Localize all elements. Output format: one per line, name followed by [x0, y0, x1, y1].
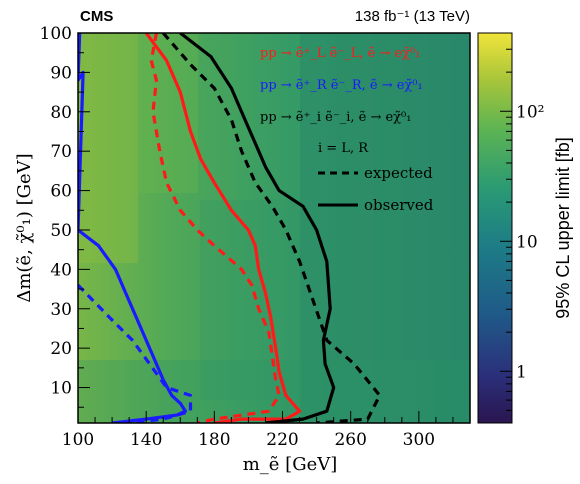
x-tick-label: 220	[266, 430, 298, 450]
x-tick-label: 140	[130, 430, 162, 450]
legend-process-right: pp → ẽ⁺_R ẽ⁻_R, ẽ → eχ̃⁰₁	[260, 78, 423, 93]
contour-l-r-observed	[179, 33, 336, 423]
color-bar	[477, 32, 513, 424]
contour-l-observed	[144, 33, 302, 423]
lumi-label: 138 fb⁻¹ (13 TeV)	[355, 8, 470, 25]
y-tick-label: 50	[50, 221, 72, 241]
legend-process-left: pp → ẽ⁺_L ẽ⁻_L, ẽ → eχ̃⁰₁	[260, 46, 420, 61]
heatmap-background	[78, 33, 470, 423]
y-tick-label: 90	[50, 63, 72, 83]
z-tick-label: 10²	[516, 102, 544, 122]
y-tick-label: 10	[50, 379, 72, 399]
legend-expected-label: expected	[364, 164, 433, 182]
z-axis-title: 95% CL upper limit [fb]	[553, 137, 573, 318]
y-tick-label: 70	[50, 142, 72, 162]
experiment-label: CMS	[80, 8, 113, 25]
z-tick-label: 1	[516, 362, 527, 382]
legend-process-both: pp → ẽ⁺_i ẽ⁻_i, ẽ → eχ̃⁰₁	[260, 110, 411, 125]
legend-observed-label: observed	[364, 196, 434, 214]
x-tick-label: 300	[403, 430, 435, 450]
contour-l-r-expected	[161, 33, 382, 423]
x-tick-label: 260	[334, 430, 366, 450]
y-tick-label: 60	[50, 182, 72, 202]
y-tick-label: 80	[50, 103, 72, 123]
z-tick-label: 10	[516, 232, 538, 252]
heatmap-texture	[78, 33, 470, 423]
x-tick-label: 180	[198, 430, 230, 450]
y-axis-title: Δm(ẽ, χ̃⁰₁) [GeV]	[14, 153, 35, 302]
contour-l-expected	[149, 33, 281, 423]
y-tick-label: 30	[50, 300, 72, 320]
y-tick-label: 20	[50, 339, 72, 359]
x-axis-title: m_ẽ [GeV]	[243, 454, 338, 475]
y-tick-label: 100	[40, 24, 72, 44]
x-tick-label: 100	[62, 430, 94, 450]
plot-frame	[77, 32, 471, 424]
y-tick-label: 40	[50, 260, 72, 280]
legend-helicity-note: i = L, R	[318, 141, 369, 156]
